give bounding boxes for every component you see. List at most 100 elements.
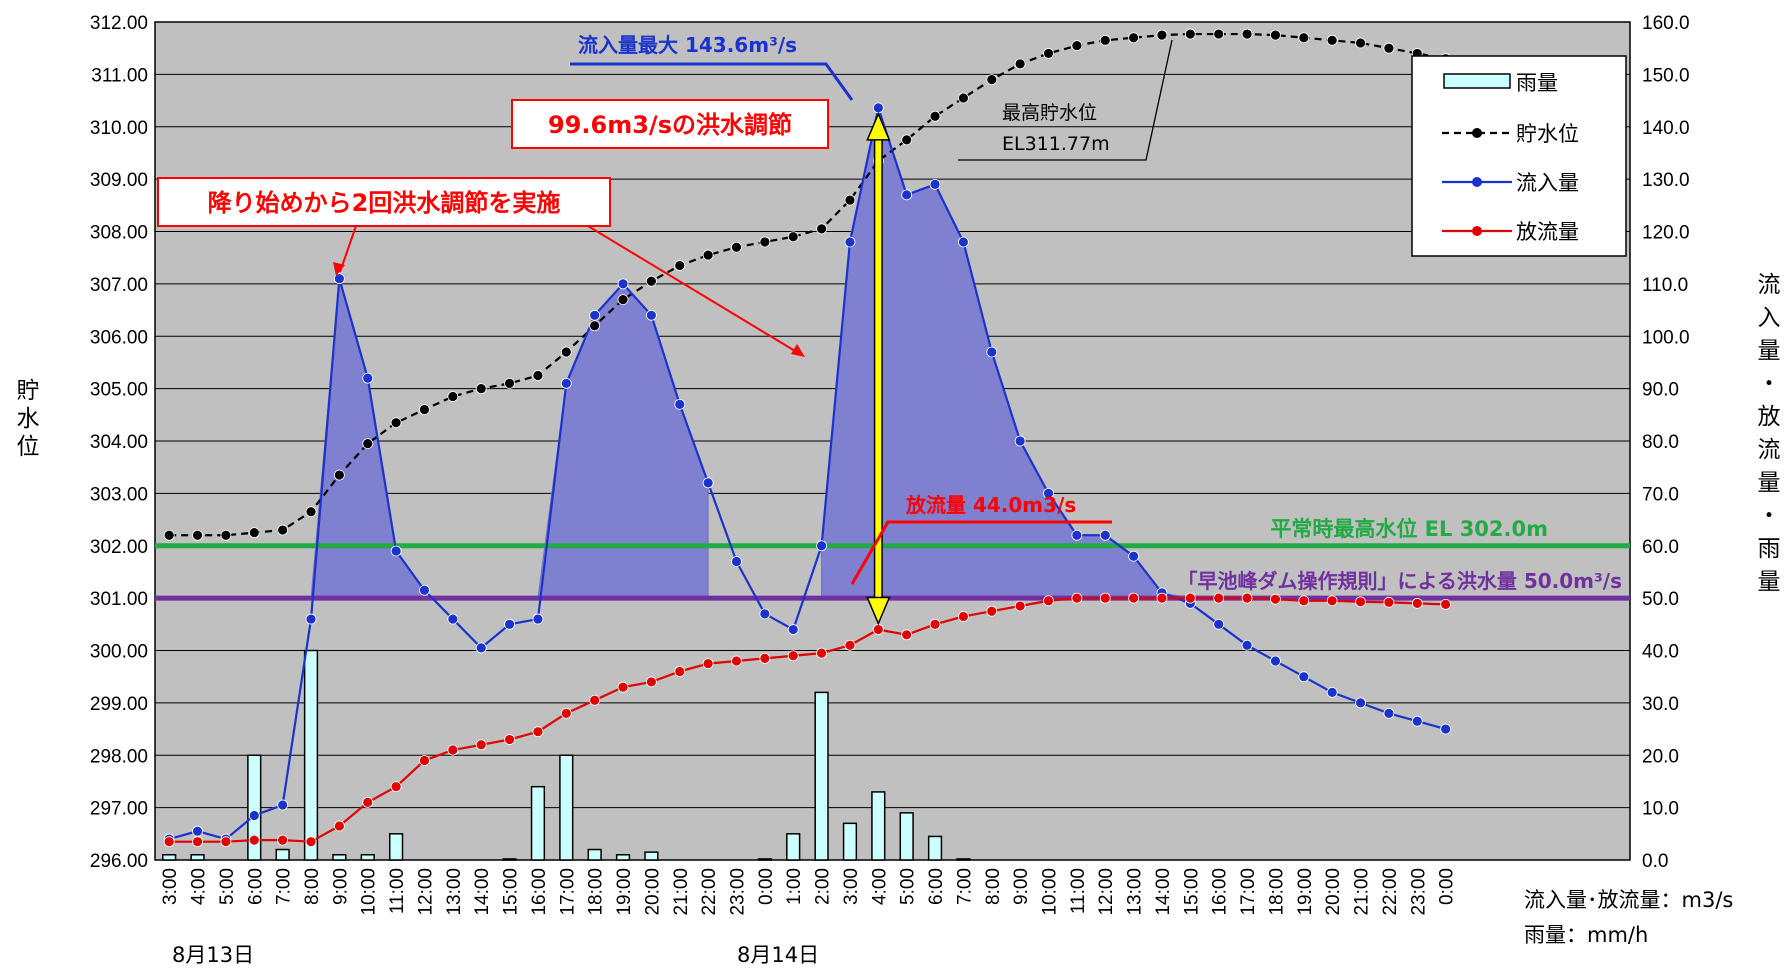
point-貯水位 xyxy=(787,231,799,243)
point-貯水位 xyxy=(192,529,203,541)
x-tick-label: 15:00 xyxy=(501,868,522,916)
point-放流量 xyxy=(220,836,232,848)
point-貯水位 xyxy=(220,529,232,541)
point-貯水位 xyxy=(1298,32,1310,44)
point-貯水位 xyxy=(532,370,544,381)
point-流入量 xyxy=(589,309,601,321)
left-axis-title: 水 xyxy=(17,406,40,432)
rain-bar xyxy=(927,835,943,861)
point-流入量 xyxy=(901,189,913,201)
point-放流量 xyxy=(674,666,686,677)
x-tick-label: 21:00 xyxy=(1352,868,1373,916)
point-流入量 xyxy=(447,613,459,625)
right-tick-label: 60.0 xyxy=(1642,537,1679,558)
rain-bar xyxy=(190,854,205,861)
point-放流量 xyxy=(532,726,544,738)
point-放流量 xyxy=(390,781,402,793)
point-貯水位 xyxy=(901,134,913,146)
x-tick-label: 9:00 xyxy=(330,868,351,905)
point-流入量 xyxy=(1270,655,1281,667)
point-流入量 xyxy=(192,825,203,837)
point-放流量 xyxy=(702,658,714,669)
point-流入量 xyxy=(1071,529,1083,541)
point-貯水位 xyxy=(447,391,459,402)
right-axis-title: ・ xyxy=(1758,371,1781,397)
left-tick-label: 303.00 xyxy=(90,484,148,505)
point-放流量 xyxy=(1128,592,1140,604)
x-tick-label: 21:00 xyxy=(671,868,692,916)
point-放流量 xyxy=(1184,592,1196,604)
plot-border xyxy=(154,21,1631,861)
right-axis-title: 雨 xyxy=(1758,536,1781,562)
point-流入量 xyxy=(1440,723,1452,735)
x-tick-label: 15:00 xyxy=(1181,868,1202,916)
outflow-leader xyxy=(850,520,1112,585)
point-流入量 xyxy=(532,613,544,625)
normal-max-level-label: 平常時最高水位 EL 302.0m xyxy=(1270,517,1548,541)
point-放流量 xyxy=(419,755,430,766)
point-放流量 xyxy=(447,744,459,756)
x-tick-label: 19:00 xyxy=(614,868,635,916)
point-放流量 xyxy=(617,681,629,693)
right-axis-title: 放 xyxy=(1758,404,1781,430)
rain-bar xyxy=(757,858,772,861)
x-tick-label: 23:00 xyxy=(727,868,748,916)
x-tick-label: 22:00 xyxy=(1380,868,1401,916)
flood-discharge-label: 「早池峰ダム操作規則」による洪水量 50.0m³/s xyxy=(1177,569,1622,593)
point-放流量 xyxy=(192,836,203,848)
point-放流量 xyxy=(1213,592,1225,604)
left-tick-label: 310.00 xyxy=(90,118,148,139)
point-流入量 xyxy=(419,584,430,596)
legend-swatch-point-放流量 xyxy=(1472,226,1482,236)
x-tick-label: 7:00 xyxy=(274,868,295,905)
x-tick-label: 17:00 xyxy=(557,868,578,916)
point-流入量 xyxy=(958,236,969,248)
left-axis-title: 貯 xyxy=(17,378,40,404)
point-流入量 xyxy=(1213,618,1225,630)
x-tick-label: 10:00 xyxy=(1040,868,1061,916)
point-貯水位 xyxy=(617,294,629,305)
point-貯水位 xyxy=(1241,28,1253,40)
point-貯水位 xyxy=(277,524,289,536)
right-axis-title: 流 xyxy=(1758,272,1781,298)
point-放流量 xyxy=(1355,596,1366,608)
left-tick-label: 308.00 xyxy=(90,223,148,244)
max-level-leader xyxy=(958,39,1173,161)
point-放流量 xyxy=(731,655,742,667)
rain-bar xyxy=(587,848,602,861)
rain-unit: 雨量：mm/h xyxy=(1524,923,1648,947)
right-tick-label: 90.0 xyxy=(1642,380,1679,401)
rain-bar xyxy=(502,858,517,861)
x-tick-label: 17:00 xyxy=(1238,868,1259,916)
rain-bar xyxy=(360,854,375,861)
point-放流量 xyxy=(1043,595,1054,607)
axis-ticks: 296.00 297.00 298.00 299.00 300.00 301.00 302.… xyxy=(17,13,1781,967)
point-貯水位 xyxy=(1099,34,1111,46)
point-流入量 xyxy=(1099,529,1111,541)
x-tick-label: 12:00 xyxy=(1096,868,1117,916)
x-tick-label: 10:00 xyxy=(359,868,380,916)
point-貯水位 xyxy=(816,223,827,235)
legend-swatch-rain xyxy=(1443,73,1511,89)
x-tick-label: 22:00 xyxy=(699,868,720,916)
point-貯水位 xyxy=(1014,58,1026,70)
flood-arrow-head-top xyxy=(866,111,891,141)
point-流入量 xyxy=(929,178,941,190)
x-tick-label: 11:00 xyxy=(1068,868,1089,914)
point-放流量 xyxy=(759,652,771,664)
point-貯水位 xyxy=(1128,32,1140,44)
point-放流量 xyxy=(277,834,289,846)
point-貯水位 xyxy=(1213,28,1225,40)
point-流入量 xyxy=(674,398,686,410)
point-流入量 xyxy=(617,278,629,290)
point-流入量 xyxy=(333,273,345,285)
rain-bar xyxy=(842,822,858,861)
outflow-label: 放流量 44.0m3/s xyxy=(905,493,1076,517)
point-貯水位 xyxy=(1355,37,1366,49)
right-tick-label: 20.0 xyxy=(1642,746,1679,767)
point-貯水位 xyxy=(1270,29,1281,41)
point-貯水位 xyxy=(759,236,771,248)
max-level-value: EL311.77m xyxy=(1002,133,1110,155)
x-tick-label: 7:00 xyxy=(954,868,975,905)
point-貯水位 xyxy=(248,527,260,539)
